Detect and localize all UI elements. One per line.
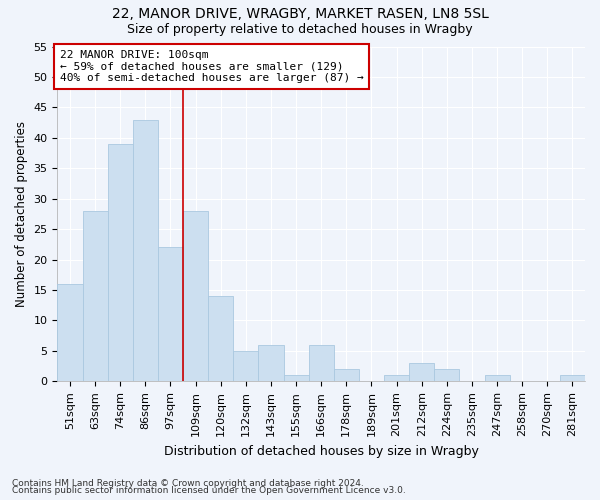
Bar: [107, 144, 133, 382]
Bar: [384, 375, 409, 382]
Bar: [83, 211, 107, 382]
Bar: [485, 375, 509, 382]
Bar: [133, 120, 158, 382]
Bar: [158, 248, 183, 382]
Text: Size of property relative to detached houses in Wragby: Size of property relative to detached ho…: [127, 22, 473, 36]
Bar: [58, 284, 83, 382]
Bar: [560, 375, 585, 382]
Bar: [233, 351, 259, 382]
Bar: [409, 363, 434, 382]
Bar: [183, 211, 208, 382]
Text: 22 MANOR DRIVE: 100sqm
← 59% of detached houses are smaller (129)
40% of semi-de: 22 MANOR DRIVE: 100sqm ← 59% of detached…: [60, 50, 364, 83]
Bar: [259, 345, 284, 382]
Text: Contains HM Land Registry data © Crown copyright and database right 2024.: Contains HM Land Registry data © Crown c…: [12, 478, 364, 488]
Bar: [434, 369, 460, 382]
Text: Contains public sector information licensed under the Open Government Licence v3: Contains public sector information licen…: [12, 486, 406, 495]
Bar: [284, 375, 308, 382]
X-axis label: Distribution of detached houses by size in Wragby: Distribution of detached houses by size …: [164, 444, 479, 458]
Bar: [308, 345, 334, 382]
Text: 22, MANOR DRIVE, WRAGBY, MARKET RASEN, LN8 5SL: 22, MANOR DRIVE, WRAGBY, MARKET RASEN, L…: [112, 8, 488, 22]
Bar: [334, 369, 359, 382]
Bar: [208, 296, 233, 382]
Y-axis label: Number of detached properties: Number of detached properties: [15, 121, 28, 307]
